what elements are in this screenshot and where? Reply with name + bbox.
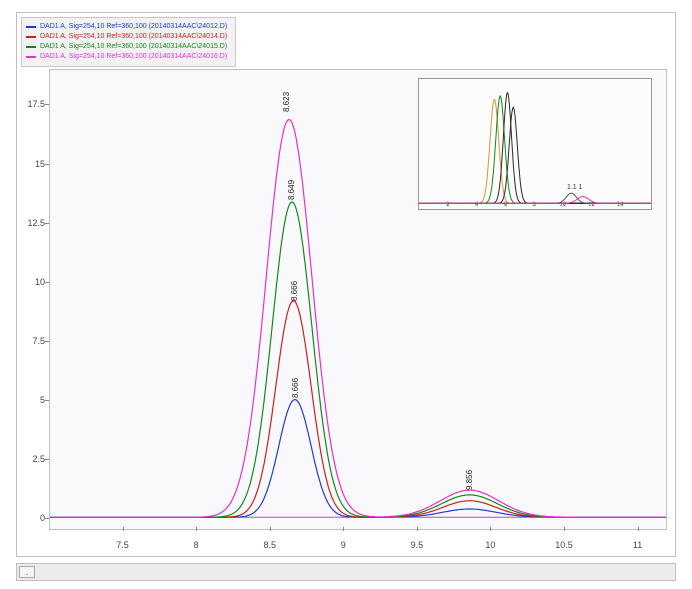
y-tick-label: 0 [17, 513, 45, 523]
inset-x-tick: 14 [617, 202, 624, 208]
inset-x-tick: 4 [475, 202, 478, 208]
x-tick-label: 7.5 [116, 540, 129, 550]
inset-x-tick: 6 [504, 202, 507, 208]
peak-label: 8.649 [287, 180, 296, 200]
legend-item: DAD1 A, Sig=254,10 Ref=360,100 (20140314… [26, 22, 227, 32]
y-tick-label: 10 [17, 277, 45, 287]
x-tick-label: 8 [194, 540, 199, 550]
inset-series [419, 93, 651, 204]
legend-item: DAD1 A, Sig=254,10 Ref=360,100 (20140314… [26, 32, 227, 42]
legend-label: DAD1 A, Sig=254,10 Ref=360,100 (20140314… [40, 42, 227, 52]
inset-peak-label: 1.1 [567, 184, 577, 191]
inset-x-tick: 10 [559, 202, 566, 208]
legend-item: DAD1 A, Sig=254,10 Ref=360,100 (20140314… [26, 42, 227, 52]
main-chart: 2 4 6 8 10 12 14 1.11 8.623 8.649 8.666 8.666 9.856 [49, 69, 667, 530]
inset-x-tick: 8 [532, 202, 535, 208]
inset-x-tick: 2 [446, 202, 449, 208]
y-tick-label: 7.5 [17, 336, 45, 346]
x-tick-label: 11 [633, 540, 642, 550]
legend-label: DAD1 A, Sig=254,10 Ref=360,100 (20140314… [40, 22, 227, 32]
y-tick-label: 15 [17, 159, 45, 169]
y-tick-label: 17.5 [17, 99, 45, 109]
x-tick-label: 9.5 [411, 540, 424, 550]
peak-label: 8.666 [291, 378, 300, 398]
y-tick-label: 12.5 [17, 218, 45, 228]
legend-swatch [26, 46, 36, 48]
x-tick-label: 10 [485, 540, 495, 550]
series-blue [50, 400, 666, 518]
peak-label: 8.666 [290, 281, 299, 301]
x-tick-label: 10.5 [555, 540, 573, 550]
inset-series [419, 107, 651, 203]
peak-label: 9.856 [465, 470, 474, 490]
legend-label: DAD1 A, Sig=254,10 Ref=360,100 (20140314… [40, 32, 227, 42]
legend-item: DAD1 A, Sig=254,10 Ref=360,100 (20140314… [26, 52, 227, 62]
inset-peak-label: 1 [578, 184, 582, 191]
series-green [50, 202, 666, 517]
peak-label: 8.623 [282, 92, 291, 112]
inset-series [419, 96, 651, 203]
inset-series [419, 100, 651, 204]
legend: DAD1 A, Sig=254,10 Ref=360,100 (20140314… [21, 17, 236, 67]
legend-swatch [26, 56, 36, 58]
series-red [50, 301, 666, 518]
plot-frame: DAD1 A, Sig=254,10 Ref=360,100 (20140314… [16, 12, 676, 557]
legend-swatch [26, 26, 36, 28]
x-tick-label: 9 [341, 540, 346, 550]
scrollbar-left-button[interactable]: . [19, 566, 35, 578]
x-tick-label: 8.5 [263, 540, 276, 550]
legend-label: DAD1 A, Sig=254,10 Ref=360,100 (20140314… [40, 52, 227, 62]
inset-x-tick: 12 [588, 202, 595, 208]
chromatogram-window: DAD1 A, Sig=254,10 Ref=360,100 (20140314… [0, 0, 692, 589]
horizontal-scrollbar[interactable]: . [16, 563, 676, 581]
legend-swatch [26, 36, 36, 38]
y-tick-label: 2.5 [17, 454, 45, 464]
inset-chart-svg [419, 79, 651, 209]
y-tick-label: 5 [17, 395, 45, 405]
inset-chart: 2 4 6 8 10 12 14 1.11 [418, 78, 652, 210]
